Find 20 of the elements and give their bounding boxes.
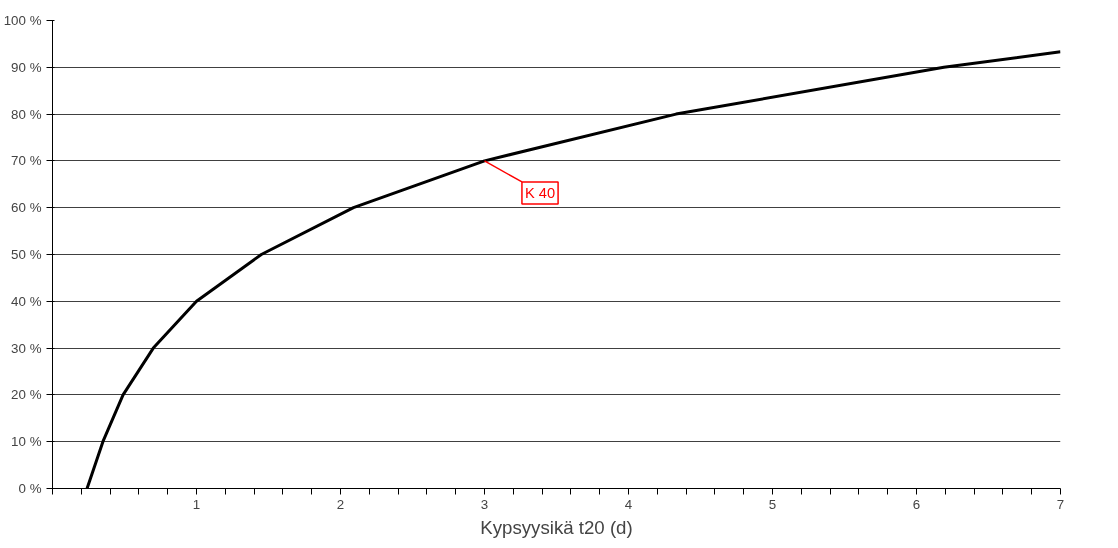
y-tick-label: 90 % <box>11 59 42 75</box>
y-tick-label: 0 % <box>18 481 42 496</box>
y-tick-label: 30 % <box>11 340 42 356</box>
x-axis-title: Kypsyysikä t20 (d) <box>480 516 633 538</box>
x-tick-label: 5 <box>768 496 777 512</box>
y-tick-label: 40 % <box>11 293 42 309</box>
x-tick-label: 4 <box>624 496 633 512</box>
y-tick-label: 50 % <box>11 247 42 262</box>
y-tick-label: 10 % <box>11 434 42 450</box>
x-tick-label: 1 <box>192 496 201 512</box>
y-tick-label: 80 % <box>11 106 42 122</box>
annotation: K 40 <box>524 184 556 201</box>
x-tick-label: 2 <box>336 496 345 512</box>
y-tick-label: 20 % <box>11 387 42 403</box>
x-tick-label: 3 <box>480 496 489 512</box>
y-tick-label: 70 % <box>11 153 42 169</box>
y-tick-label: 60 % <box>11 200 42 216</box>
y-tick-label: 100 % <box>3 13 42 28</box>
x-tick-label: 6 <box>912 496 921 512</box>
x-tick-label: 7 <box>1056 496 1065 512</box>
